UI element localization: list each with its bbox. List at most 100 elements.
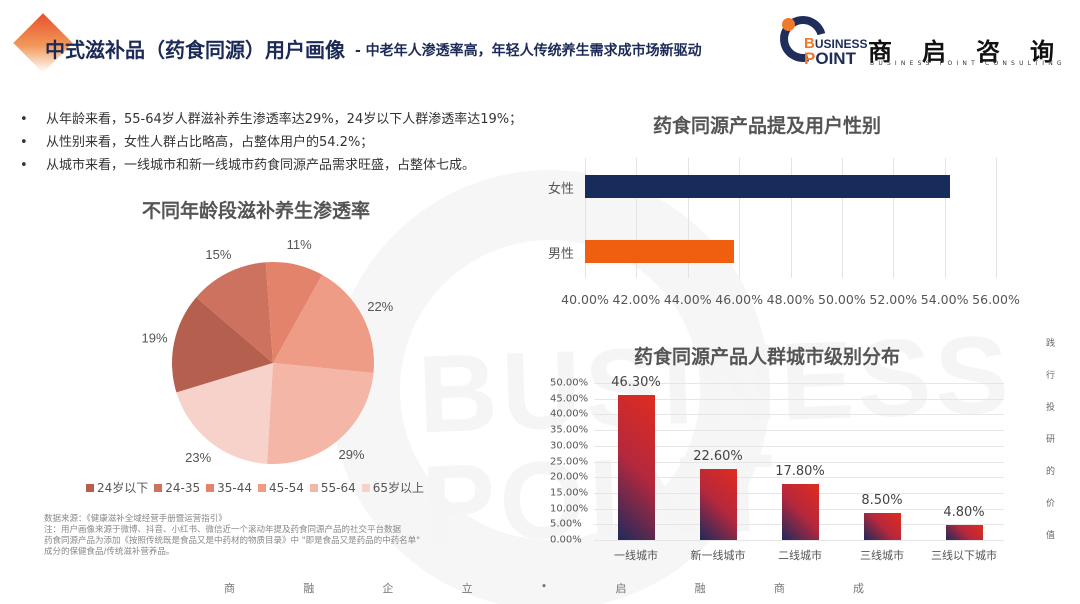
x-category-label: 一线城市 — [614, 549, 658, 562]
note-line: 成分的保健食品/传统滋补营养品。 — [44, 547, 175, 557]
legend-item: 24岁以下 — [86, 479, 148, 496]
pie-slice — [265, 262, 323, 363]
side-char: 投 — [1046, 403, 1056, 413]
x-category-label: 新一线城市 — [690, 549, 746, 562]
legend-swatch — [154, 483, 163, 492]
age-pie-chart: 19% 15% 11% 22% 29% 23% — [142, 237, 394, 465]
legend-label: 24-35 — [165, 480, 201, 495]
grid-line — [636, 158, 638, 278]
side-char: 行 — [1046, 371, 1056, 381]
side-char: 研 — [1046, 435, 1056, 445]
city-bar — [782, 484, 819, 540]
note-line: 药食同源产品为添加《按照传统既是食品又是中药材的物质目录》中 "即是食品又是药品… — [44, 536, 421, 546]
legend-label: 65岁以上 — [372, 481, 425, 495]
city-bar — [618, 394, 655, 540]
y-tick-label: 25.00% — [550, 456, 589, 467]
grid-line — [594, 414, 1004, 416]
y-tick-label: 30.00% — [550, 440, 589, 452]
source-notes: 数据来源：《健康滋补全域经营手册暨运营指引》 注：用户画像来源于微博、抖音、小红… — [44, 514, 420, 558]
side-char: 价 — [1046, 499, 1056, 509]
grid-line — [594, 398, 1004, 400]
bar-value-label: 46.30% — [611, 374, 661, 390]
side-char: 践 — [1046, 339, 1056, 349]
legend-swatch — [86, 483, 94, 492]
grid-line — [585, 158, 586, 278]
grid-line — [739, 158, 741, 278]
legend-label: 24岁以下 — [97, 481, 149, 495]
pie-slice-label: 11% — [287, 237, 312, 252]
y-tick-label: 0.00% — [550, 534, 582, 546]
pie-slice — [273, 274, 374, 374]
y-tick-label: 35.00% — [550, 424, 589, 436]
legend-item: 45-54 — [258, 479, 304, 496]
x-tick-label: 44.00% — [663, 292, 712, 307]
city-bar-chart: 50.00% 45.00% 40.00% 35.00% 30.00% 25.00% 20.0… — [540, 375, 1010, 565]
pie-slice-label: 29% — [338, 447, 364, 462]
legend-item: 24-35 — [154, 479, 200, 496]
grid-line — [594, 540, 1004, 541]
city-bar — [700, 469, 737, 540]
side-char: 的 — [1046, 467, 1056, 477]
grid-line — [594, 430, 1004, 432]
y-tick-label: 40.00% — [550, 408, 589, 420]
side-slogan: 践行投研的价值 — [1046, 336, 1055, 541]
city-bar — [864, 513, 901, 540]
company-logo: BUSINESS POINT 商启咨询 BUSINESS POINT CONSU… — [771, 7, 1066, 71]
y-tick-label: 10.00% — [550, 503, 589, 515]
page-title: 中式滋补品（药食同源）用户画像 — [45, 38, 345, 62]
y-category-label: 男性 — [548, 247, 575, 262]
pie-slice — [196, 262, 273, 363]
grid-line — [790, 158, 792, 278]
legend-swatch — [361, 483, 370, 492]
bar-value-label: 22.60% — [693, 449, 743, 465]
footer-slogan: 商 融 企 立 • 启 融 商 成 — [224, 580, 864, 596]
footer-char: 融 — [303, 582, 315, 595]
pie-slice — [172, 297, 273, 393]
grid-line — [893, 158, 895, 278]
grid-line — [996, 158, 997, 278]
x-tick-label: 46.00% — [715, 292, 763, 307]
footer-char: 融 — [694, 582, 706, 595]
y-tick-label: 50.00% — [550, 377, 589, 389]
legend-item: 55-64 — [309, 479, 356, 496]
x-category-label: 三线以下城市 — [931, 549, 997, 562]
footer-char: 商 — [224, 582, 235, 595]
bar-value-label: 8.50% — [861, 493, 903, 509]
footer-char: • — [540, 580, 548, 593]
grid-line — [594, 383, 1004, 384]
footer-char: 立 — [461, 582, 473, 595]
legend-label: 55-64 — [320, 480, 356, 495]
legend-swatch — [258, 483, 267, 492]
logo-english-name: BUSINESS POINT CONSULTING — [870, 60, 1066, 67]
pie-legend: 24岁以下 24-35 35-44 45-54 55-64 65岁以上 — [86, 479, 424, 496]
y-category-label: 女性 — [548, 182, 575, 197]
gender-bar — [585, 175, 950, 198]
y-tick-label: 5.00% — [550, 518, 582, 530]
bullet-item: • 从年龄来看，55-64岁人群滋补养生渗透率达29%，24岁以下人群渗透率达19… — [20, 112, 523, 127]
x-tick-label: 50.00% — [818, 292, 866, 307]
x-tick-label: 54.00% — [920, 292, 969, 307]
note-line: 注：用户画像来源于微博、抖音、小红书、微信近一个滚动年提及药食同源产品的社交平台… — [44, 525, 402, 535]
city-bar — [946, 524, 983, 540]
footer-char: 启 — [615, 582, 627, 595]
logo-point-text: POINT — [804, 49, 856, 68]
legend-swatch — [206, 483, 215, 492]
gender-chart-title: 药食同源产品提及用户性别 — [653, 115, 882, 137]
bullet-item: • 从城市来看，一线城市和新一线城市药食同源产品需求旺盛，占整体七成。 — [20, 158, 476, 173]
footer-char: 企 — [382, 582, 394, 595]
pie-chart-title: 不同年龄段滋补养生渗透率 — [142, 200, 371, 222]
footer-char: 商 — [773, 582, 785, 595]
gender-bar-chart: 40.00% 42.00% 44.00% 46.00% 48.00% 50.00% 52.0… — [540, 150, 1030, 320]
legend-label: 35-44 — [217, 480, 253, 495]
x-category-label: 三线城市 — [860, 549, 904, 562]
y-tick-label: 15.00% — [550, 487, 589, 499]
grid-line — [594, 477, 1004, 479]
x-tick-label: 42.00% — [612, 292, 661, 307]
legend-swatch — [309, 483, 318, 492]
side-char: 值 — [1046, 531, 1056, 541]
pie-slice — [176, 363, 273, 464]
grid-line — [687, 158, 689, 278]
city-chart-title: 药食同源产品人群城市级别分布 — [634, 346, 901, 368]
pie-slice-label: 22% — [367, 299, 393, 314]
legend-label: 45-54 — [269, 480, 304, 495]
